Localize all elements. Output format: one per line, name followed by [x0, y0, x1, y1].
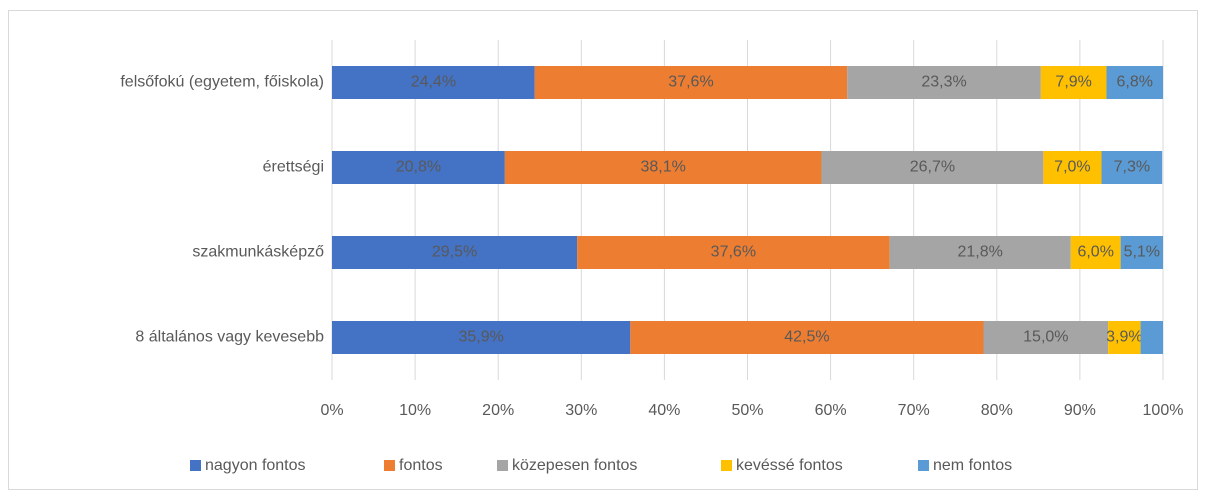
x-tick-label: 70%	[898, 402, 930, 419]
bar-segment	[1070, 236, 1121, 269]
bar-segment	[577, 236, 890, 269]
bar-segment	[1108, 321, 1141, 354]
bar-segment	[1040, 66, 1107, 99]
bar-segment	[983, 321, 1109, 354]
legend-label: nem fontos	[933, 457, 1012, 474]
y-tick-label: szakmunkásképző	[192, 244, 324, 261]
bar-segment	[1043, 151, 1102, 184]
y-tick-label: felsőfokú (egyetem, főiskola)	[120, 74, 324, 91]
bar-segment	[504, 151, 822, 184]
value-label: 21,8%	[957, 244, 1002, 261]
bar-segment	[332, 321, 631, 354]
value-label: 24,4%	[411, 74, 456, 91]
x-tick-label: 100%	[1143, 402, 1184, 419]
x-tick-label: 50%	[731, 402, 763, 419]
y-tick-label: 8 általános vagy kevesebb	[135, 329, 324, 346]
legend-swatch	[721, 460, 732, 471]
x-tick-label: 10%	[399, 402, 431, 419]
legend-label: kevéssé fontos	[736, 457, 843, 474]
bar-segment	[1140, 321, 1163, 354]
bar-segment	[1120, 236, 1163, 269]
x-tick-label: 80%	[981, 402, 1013, 419]
x-tick-label: 60%	[815, 402, 847, 419]
bar-segment	[332, 151, 505, 184]
bar-segment	[332, 66, 535, 99]
bar-segment	[534, 66, 848, 99]
value-label: 3,9%	[1106, 329, 1142, 346]
bar-segment	[630, 321, 984, 354]
value-label: 6,8%	[1117, 74, 1153, 91]
x-tick-label: 20%	[482, 402, 514, 419]
value-label: 26,7%	[910, 159, 955, 176]
value-label: 42,5%	[784, 329, 829, 346]
value-label: 7,3%	[1114, 159, 1150, 176]
value-label: 29,5%	[432, 244, 477, 261]
value-label: 6,0%	[1077, 244, 1113, 261]
value-label: 37,6%	[668, 74, 713, 91]
value-label: 35,9%	[458, 329, 503, 346]
value-label: 23,3%	[921, 74, 966, 91]
value-label: 37,6%	[711, 244, 756, 261]
legend-swatch	[918, 460, 929, 471]
value-label: 20,8%	[396, 159, 441, 176]
legend-label: nagyon fontos	[205, 457, 306, 474]
legend-swatch	[384, 460, 395, 471]
x-tick-label: 0%	[320, 402, 343, 419]
value-label: 7,9%	[1055, 74, 1091, 91]
value-label: 38,1%	[640, 159, 685, 176]
x-tick-label: 40%	[648, 402, 680, 419]
x-tick-label: 90%	[1064, 402, 1096, 419]
bar-segment	[889, 236, 1071, 269]
bar-segment	[1101, 151, 1163, 184]
value-label: 7,0%	[1054, 159, 1090, 176]
legend-label: fontos	[399, 457, 443, 474]
x-tick-label: 30%	[565, 402, 597, 419]
legend-label: közepesen fontos	[512, 457, 637, 474]
legend-swatch	[497, 460, 508, 471]
bar-segment	[1106, 66, 1163, 99]
bar-segment	[847, 66, 1041, 99]
value-label: 15,0%	[1023, 329, 1068, 346]
y-tick-label: érettségi	[263, 159, 324, 176]
value-label: 5,1%	[1124, 244, 1160, 261]
bar-segment	[332, 236, 578, 269]
bar-segment	[821, 151, 1044, 184]
legend-swatch	[190, 460, 201, 471]
